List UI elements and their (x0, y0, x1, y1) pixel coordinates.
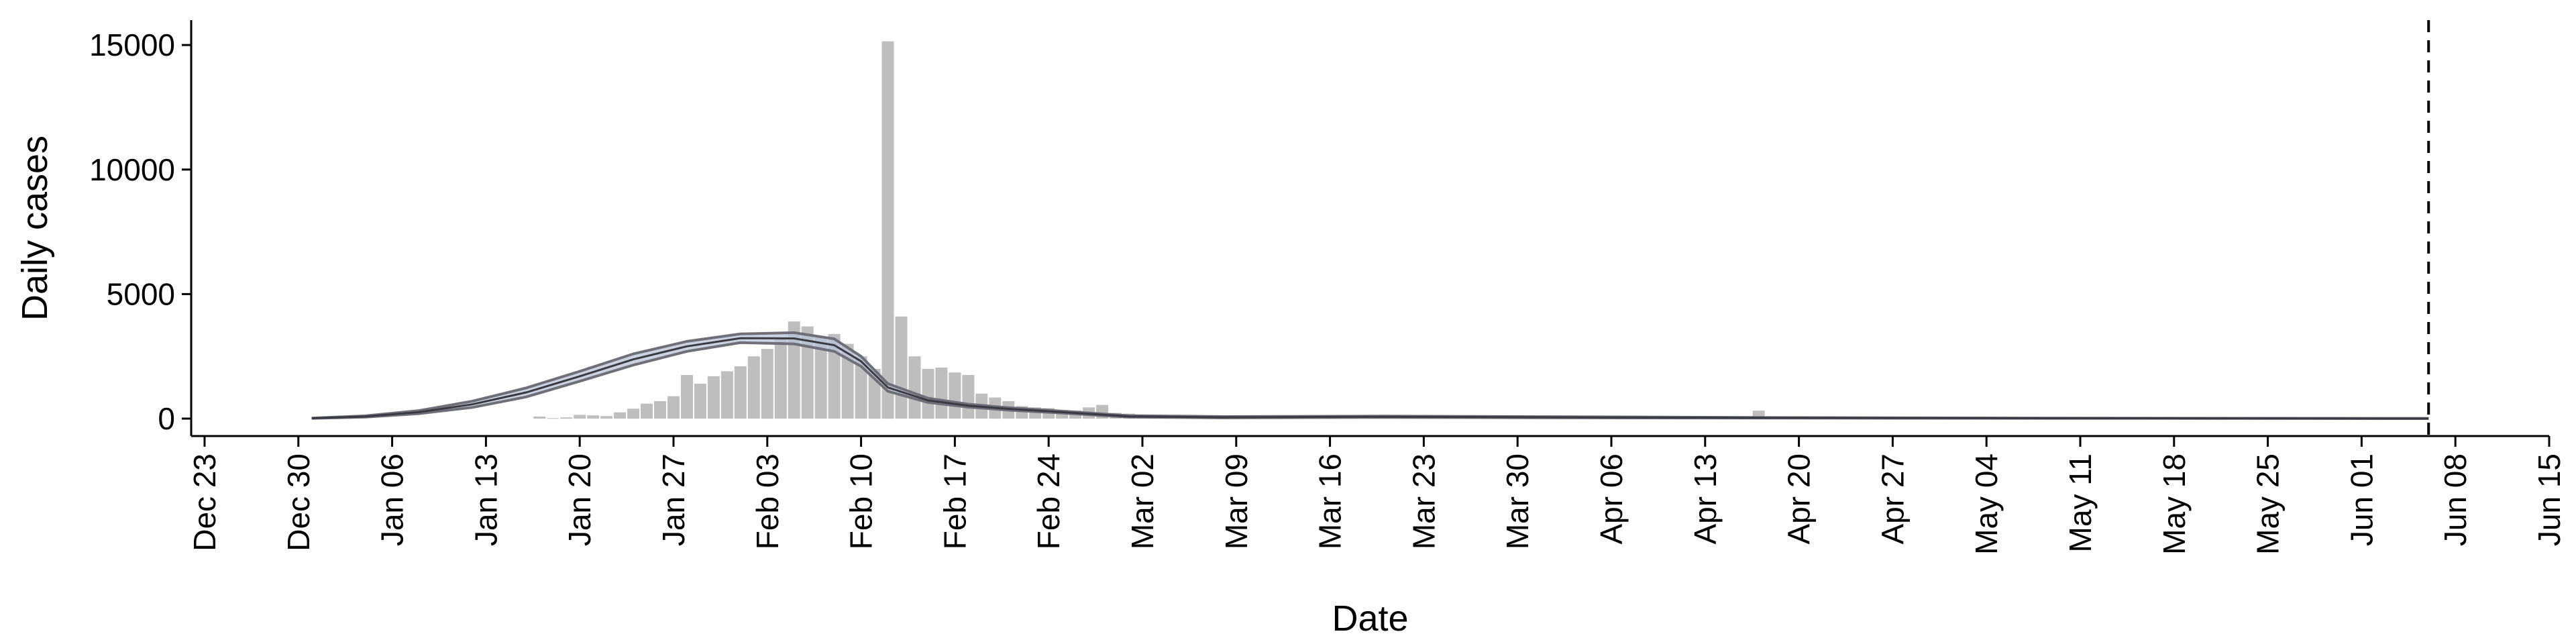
bar (720, 371, 733, 419)
bar (935, 367, 948, 419)
x-tick-label: Apr 13 (1688, 453, 1723, 545)
x-tick-label: Dec 30 (281, 453, 316, 551)
bar (707, 376, 720, 419)
x-tick-label: Jun 15 (2532, 453, 2567, 546)
x-tick-label: Jun 01 (2344, 453, 2379, 546)
x-tick-label: Feb 24 (1031, 453, 1066, 549)
bar (627, 409, 640, 419)
bar (949, 372, 961, 419)
x-tick-label: Feb 03 (750, 453, 785, 549)
x-ticks: Dec 23 Dec 30 Jan 06 Jan 13 Jan 20 Jan 27 Feb … (187, 436, 2567, 555)
bar (533, 417, 546, 419)
x-tick-label: Mar 02 (1125, 453, 1160, 549)
bar (600, 416, 613, 419)
x-tick-label: Jan 13 (468, 453, 503, 546)
x-tick-label: Feb 10 (844, 453, 879, 549)
bar (962, 375, 975, 419)
y-tick-label: 15000 (89, 28, 175, 62)
bar (654, 401, 666, 419)
bar (560, 417, 573, 419)
bar (694, 384, 706, 419)
y-tick-label: 5000 (107, 276, 175, 311)
bar (922, 368, 934, 419)
band-upper-line (311, 331, 2429, 420)
bars-layer (533, 41, 1765, 419)
x-tick-label: Jan 20 (562, 453, 597, 546)
bar (761, 349, 773, 419)
bar (574, 415, 586, 419)
bar (1752, 411, 1765, 419)
bar (667, 396, 680, 419)
bar (681, 375, 693, 419)
y-ticks: 0 5000 10000 15000 (89, 28, 191, 436)
x-tick-label: May 11 (2063, 453, 2098, 552)
x-tick-label: Mar 09 (1219, 453, 1254, 549)
bar (814, 336, 827, 419)
bar (881, 41, 894, 419)
bar (641, 403, 653, 419)
bar (895, 316, 908, 419)
model-band-layer (311, 331, 2429, 420)
bar (828, 333, 841, 419)
axes-layer (190, 20, 2549, 437)
bar (587, 415, 600, 419)
y-tick-label: 10000 (89, 152, 175, 187)
x-tick-label: May 04 (1969, 453, 2004, 555)
x-tick-label: Mar 23 (1406, 453, 1441, 549)
bar (747, 356, 760, 419)
x-tick-label: Mar 16 (1313, 453, 1348, 549)
bar (734, 366, 747, 419)
y-axis-title: Daily cases (15, 136, 55, 321)
y-tick-label: 0 (158, 401, 175, 436)
x-tick-label: Apr 20 (1782, 453, 1817, 545)
x-tick-label: Mar 30 (1500, 453, 1535, 549)
x-tick-label: Dec 23 (187, 453, 222, 551)
x-tick-label: Apr 06 (1594, 453, 1629, 545)
x-tick-label: Jun 08 (2438, 453, 2473, 546)
x-tick-label: Feb 17 (937, 453, 972, 549)
x-tick-label: May 18 (2157, 453, 2192, 555)
model-band (311, 332, 2429, 419)
median-line (311, 337, 2429, 420)
bar (801, 326, 814, 419)
bar (614, 412, 627, 419)
x-tick-label: Apr 27 (1875, 453, 1910, 545)
x-tick-label: Jan 27 (656, 453, 691, 546)
bar (855, 356, 867, 419)
bar (841, 343, 854, 419)
bar (547, 418, 559, 419)
x-tick-label: May 25 (2251, 453, 2286, 555)
x-axis-title: Date (1332, 598, 1408, 639)
bar (908, 356, 921, 419)
x-tick-label: Jan 06 (375, 453, 410, 546)
bar (774, 339, 787, 419)
